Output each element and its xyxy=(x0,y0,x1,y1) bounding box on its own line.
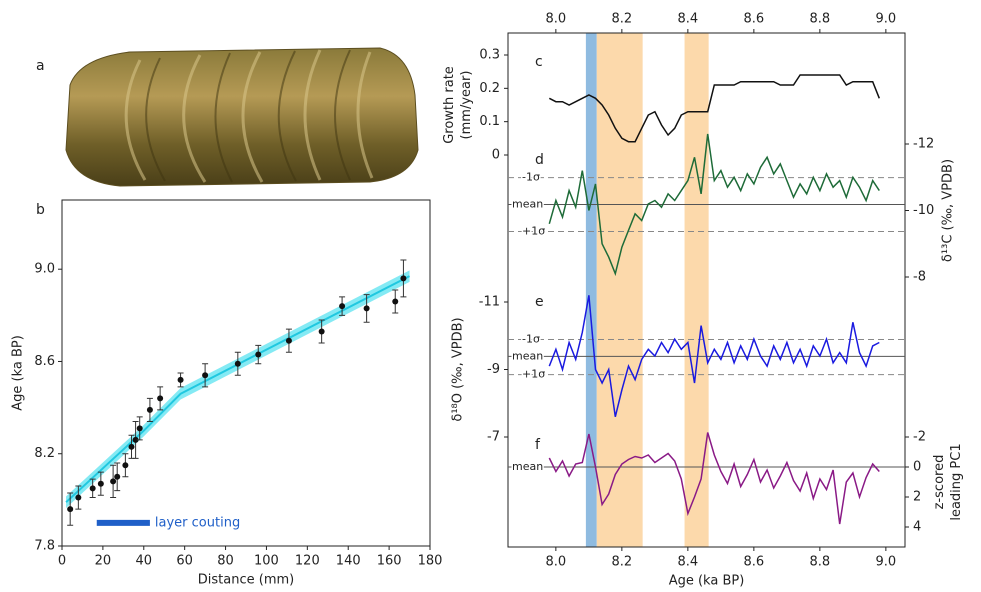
data-point xyxy=(400,275,407,282)
y-axis-label: z-scored xyxy=(932,455,947,510)
x-tick-label: 40 xyxy=(136,554,153,569)
y-axis-label: leading PC1 xyxy=(949,443,964,520)
data-point xyxy=(114,473,121,480)
data-point xyxy=(128,443,135,450)
series-line xyxy=(548,432,880,525)
x-tick-label-top: 9.0 xyxy=(876,12,897,27)
x-tick-label: 100 xyxy=(254,554,279,569)
y-tick-label: 0.1 xyxy=(479,114,500,129)
data-point xyxy=(97,480,104,487)
reference-label: -1σ xyxy=(522,332,540,345)
x-tick-label: 140 xyxy=(336,554,361,569)
y-tick-label: 0.2 xyxy=(479,81,500,96)
plot-frame xyxy=(61,199,431,547)
annotation-text: layer couting xyxy=(155,515,240,530)
y-tick-label: -10 xyxy=(913,203,934,218)
panel-label: f xyxy=(535,437,541,453)
panel-label: d xyxy=(535,152,544,168)
x-tick-label-top: 8.0 xyxy=(546,12,567,27)
y-axis-label: Growth rate xyxy=(442,66,457,144)
x-tick-label: 20 xyxy=(95,554,112,569)
data-point xyxy=(75,494,82,501)
data-point xyxy=(132,436,139,443)
x-tick-label: 8.8 xyxy=(810,555,831,570)
x-tick-label: 120 xyxy=(295,554,320,569)
shaded-interval xyxy=(596,33,643,547)
panel-label: b xyxy=(36,202,45,218)
y-tick-label: -11 xyxy=(479,295,500,310)
x-tick-label: 80 xyxy=(217,554,234,569)
y-tick-label: -2 xyxy=(913,430,926,445)
data-point xyxy=(392,298,399,305)
reference-label: +1σ xyxy=(522,224,545,237)
y-tick-label: -9 xyxy=(487,362,500,377)
data-point xyxy=(177,376,184,383)
shaded-interval xyxy=(684,33,709,547)
x-tick-label: 60 xyxy=(176,554,193,569)
x-tick-label-top: 8.8 xyxy=(810,12,831,27)
y-tick-label: -7 xyxy=(487,430,500,445)
series-line xyxy=(548,295,880,417)
data-point xyxy=(146,406,153,413)
y-tick-label: 0 xyxy=(913,460,921,475)
x-tick-label: 180 xyxy=(418,554,443,569)
data-point xyxy=(363,305,370,312)
reference-label: mean xyxy=(512,460,543,473)
data-point xyxy=(110,478,117,485)
reference-label: -1σ xyxy=(522,171,540,184)
reference-label: mean xyxy=(512,349,543,362)
data-point xyxy=(255,351,262,358)
x-tick-label-top: 8.2 xyxy=(612,12,633,27)
y-axis-label: δ¹³C (‰, VPDB) xyxy=(941,159,956,262)
data-point xyxy=(339,303,346,310)
y-axis-label: (mm/year) xyxy=(459,71,474,140)
data-point xyxy=(136,425,143,432)
x-tick-label: 8.2 xyxy=(612,555,633,570)
y-tick-label: 8.6 xyxy=(34,354,55,369)
x-axis-label: Age (ka BP) xyxy=(669,574,745,589)
x-tick-label: 160 xyxy=(377,554,402,569)
data-point xyxy=(122,462,129,469)
data-point xyxy=(202,372,209,379)
y-tick-label: -8 xyxy=(913,270,926,285)
panel-label: a xyxy=(36,58,45,74)
reference-label: mean xyxy=(512,198,543,211)
shaded-interval xyxy=(585,33,597,547)
x-tick-label: 0 xyxy=(58,554,66,569)
panel-label: e xyxy=(535,294,544,310)
y-axis-label: Age (ka BP) xyxy=(11,335,26,411)
data-point xyxy=(285,337,292,344)
x-tick-label: 8.0 xyxy=(546,555,567,570)
y-tick-label: 7.8 xyxy=(34,539,55,554)
data-point xyxy=(67,506,74,513)
x-axis-label: Distance (mm) xyxy=(198,573,294,588)
x-tick-label-top: 8.6 xyxy=(744,12,765,27)
stalagmite-photo xyxy=(65,47,419,187)
data-point xyxy=(318,328,325,335)
y-tick-label: 4 xyxy=(913,520,921,535)
x-tick-label: 8.4 xyxy=(678,555,699,570)
y-tick-label: 2 xyxy=(913,490,921,505)
reference-label: +1σ xyxy=(522,368,545,381)
panel-label: c xyxy=(535,54,543,70)
x-tick-label: 8.6 xyxy=(744,555,765,570)
x-tick-label-top: 8.4 xyxy=(678,12,699,27)
y-tick-label: 8.2 xyxy=(34,446,55,461)
series-line xyxy=(548,74,880,143)
plot-frame xyxy=(507,32,906,548)
series-line xyxy=(548,133,880,277)
data-point xyxy=(157,395,164,402)
y-axis-label: δ¹⁸O (‰, VPDB) xyxy=(451,317,466,421)
y-tick-label: 0.3 xyxy=(479,48,500,63)
data-point xyxy=(234,360,241,367)
y-tick-label: -12 xyxy=(913,137,934,152)
data-point xyxy=(89,485,96,492)
y-tick-label: 0 xyxy=(492,148,500,163)
fit-line xyxy=(65,275,411,503)
x-tick-label: 9.0 xyxy=(876,555,897,570)
y-tick-label: 9.0 xyxy=(34,262,55,277)
